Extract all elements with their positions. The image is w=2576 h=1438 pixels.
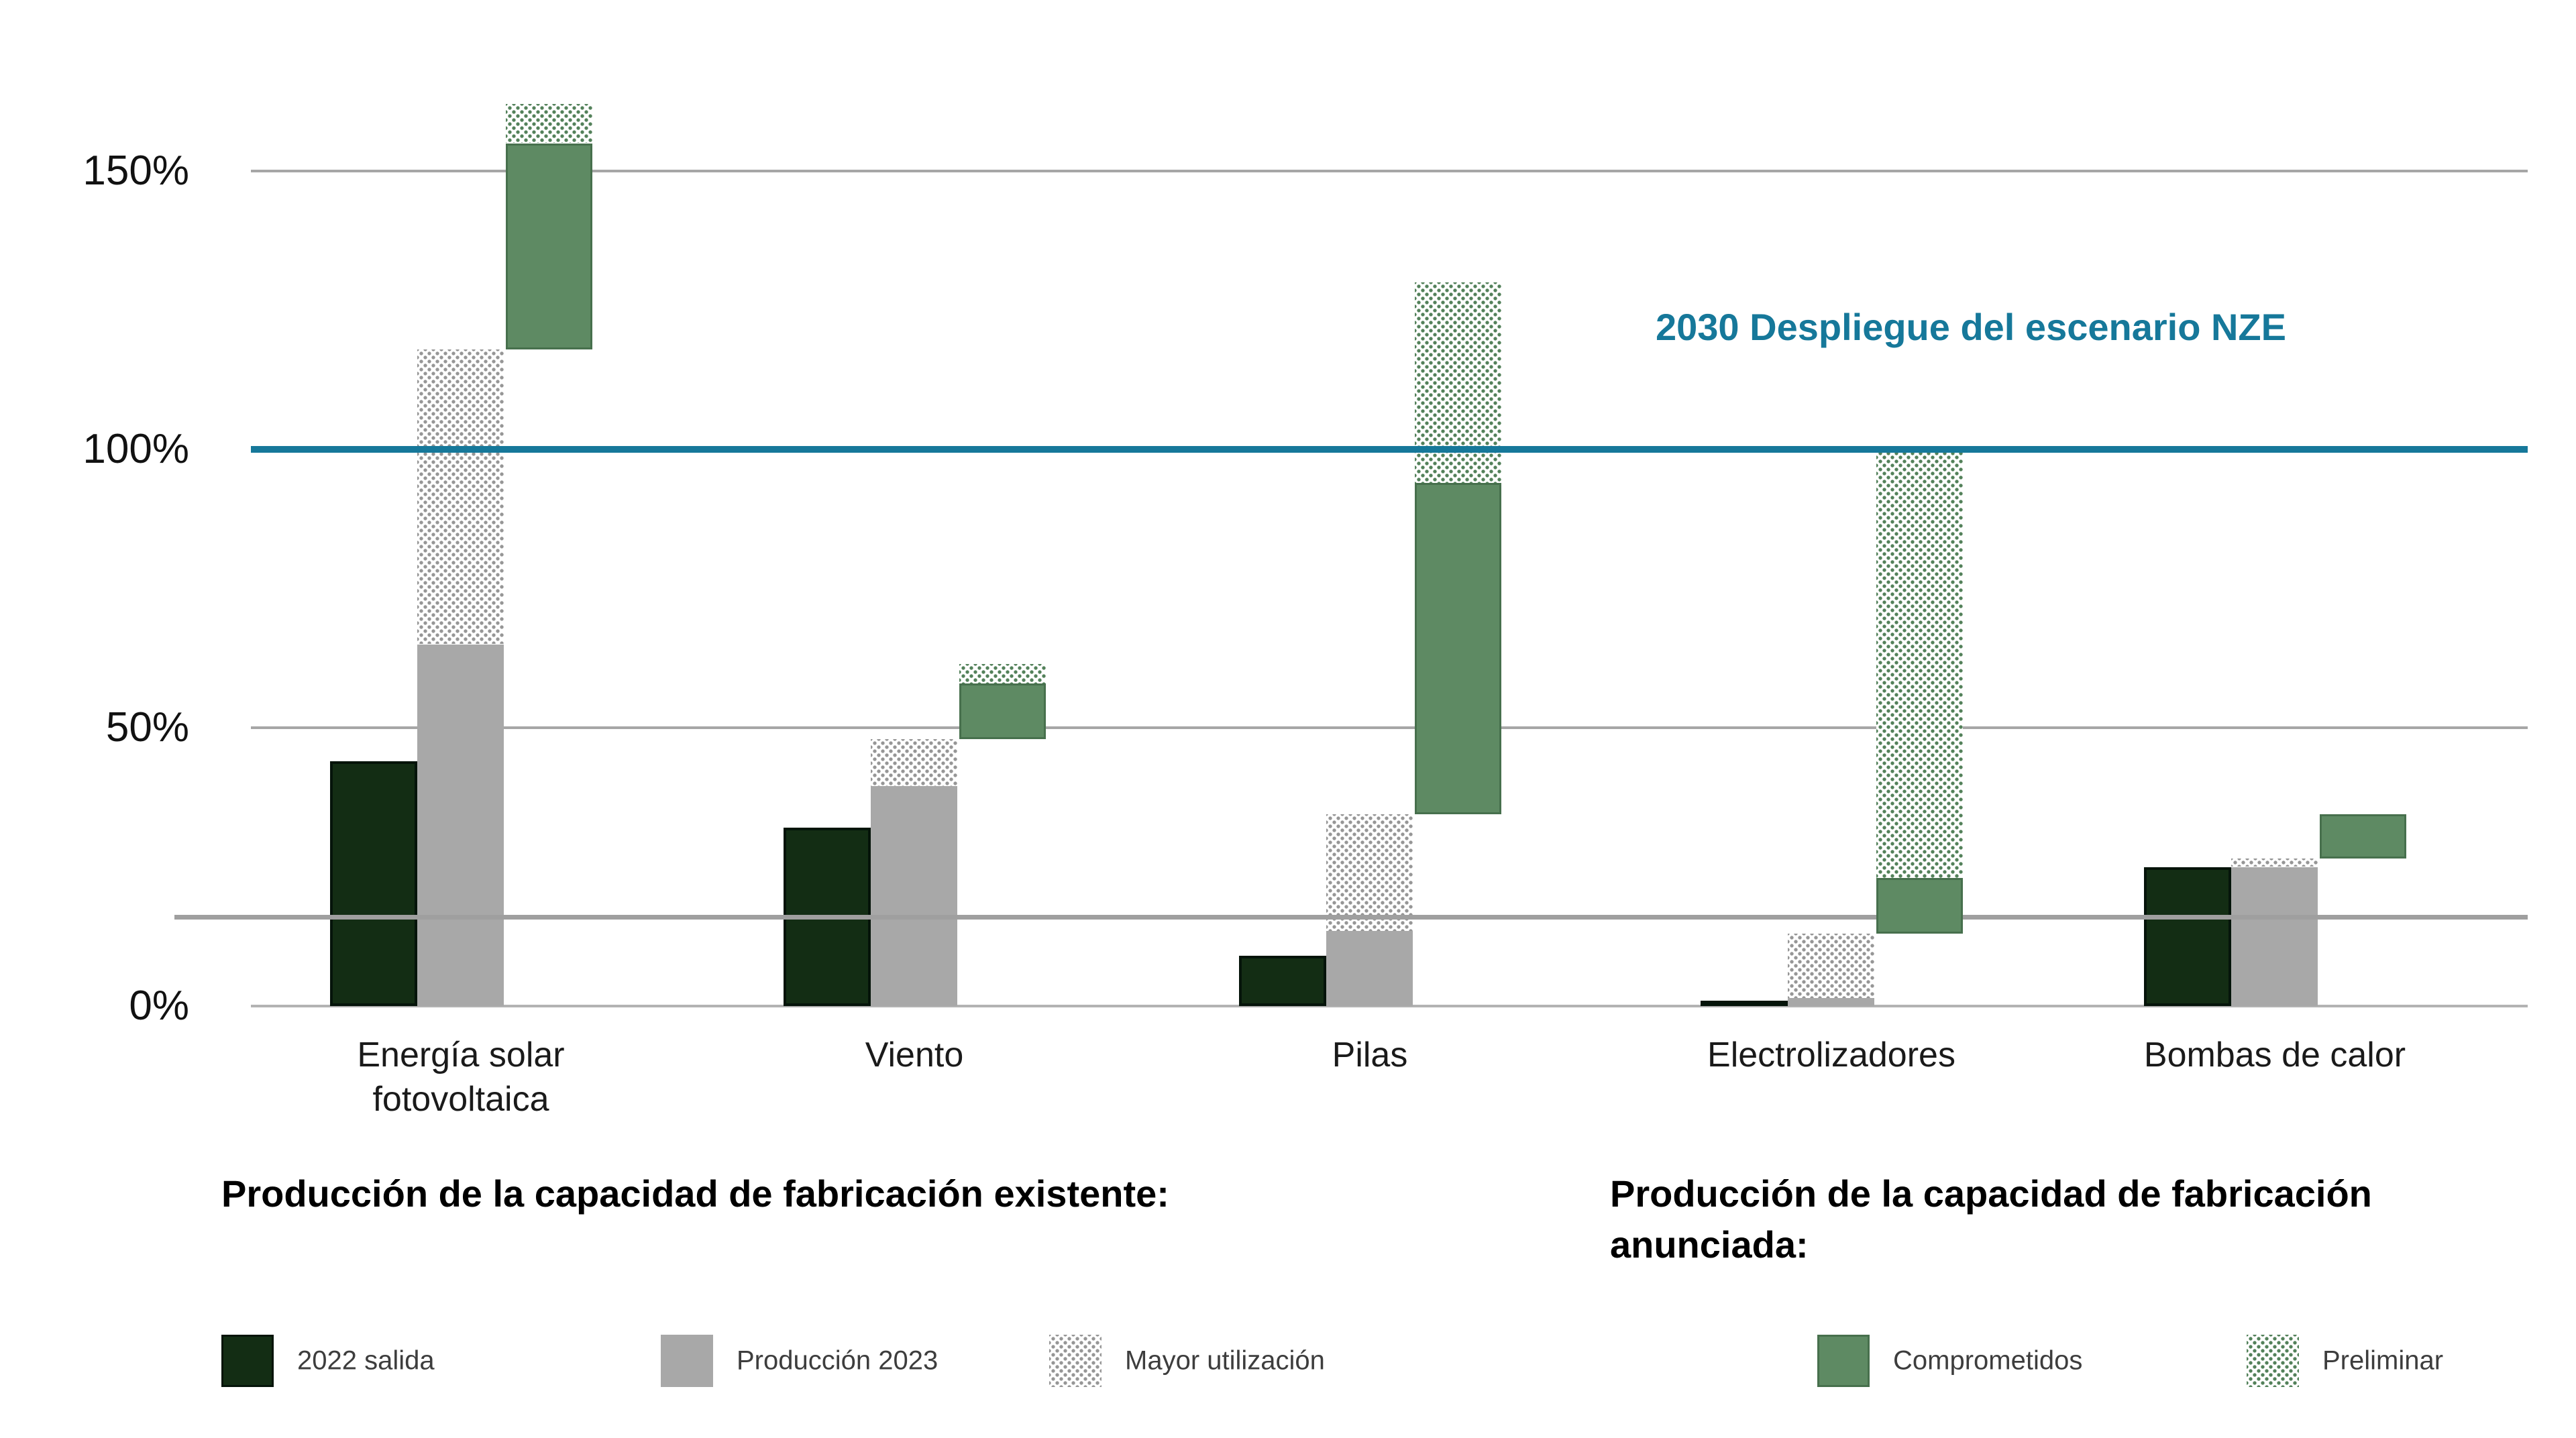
bar-bombas-de-calor-mayor-utilizacion (2231, 859, 2318, 867)
legend-swatch-comprometidos (1817, 1335, 1870, 1387)
legend-swatch-produccion-2023 (661, 1335, 713, 1387)
nze-scenario-line (251, 446, 2528, 453)
gridline-0pct (251, 1005, 2528, 1007)
legend-label-produccion-2023: Producción 2023 (737, 1345, 938, 1376)
x-axis-label-electrolizadores: Electrolizadores (1707, 1036, 1955, 1074)
legend-group-heading-existing: Producción de la capacidad de fabricació… (221, 1172, 1169, 1215)
bar-electrolizadores-2022-salida (1701, 1000, 1788, 1006)
minor-reference-line (174, 915, 2528, 920)
legend-swatch-mayor-utilizacion (1049, 1335, 1102, 1387)
bar-electrolizadores-produccion-2023 (1788, 997, 1874, 1006)
bar-viento-comprometidos (959, 683, 1046, 739)
bar-energia-solar-fotovoltaica-preliminar (506, 104, 592, 144)
bar-bombas-de-calor-produccion-2023 (2231, 867, 2318, 1006)
gridline-50pct (251, 726, 2528, 729)
bar-bombas-de-calor-comprometidos (2320, 814, 2406, 859)
bar-viento-produccion-2023 (871, 786, 957, 1006)
legend-swatch-preliminar (2247, 1335, 2299, 1387)
legend-swatch-2022-salida (221, 1335, 274, 1387)
bar-energia-solar-fotovoltaica-produccion-2023 (417, 644, 504, 1006)
bar-electrolizadores-mayor-utilizacion (1788, 934, 1874, 998)
gridline-150pct (251, 170, 2528, 172)
bar-pilas-mayor-utilizacion (1326, 814, 1413, 931)
bar-energia-solar-fotovoltaica-comprometidos (506, 143, 592, 349)
legend-label-mayor-utilizacion: Mayor utilización (1125, 1345, 1325, 1376)
bar-electrolizadores-preliminar (1876, 449, 1963, 879)
y-axis-tick-150pct: 150% (83, 148, 189, 194)
bar-electrolizadores-comprometidos (1876, 878, 1963, 934)
x-axis-label-viento: Viento (865, 1036, 964, 1074)
x-axis-label-energia-solar-fotovoltaica: Energía solar fotovoltaica (357, 1036, 565, 1119)
bar-bombas-de-calor-2022-salida (2144, 867, 2231, 1006)
bar-pilas-produccion-2023 (1326, 930, 1413, 1006)
x-axis-label-pilas: Pilas (1332, 1036, 1408, 1074)
legend-group-heading-announced: Producción de la capacidad de fabricació… (1610, 1172, 2372, 1266)
legend-label-2022-salida: 2022 salida (297, 1345, 435, 1376)
y-axis-tick-100pct: 100% (83, 426, 189, 472)
bar-viento-mayor-utilizacion (871, 738, 957, 787)
x-axis-label-bombas-de-calor: Bombas de calor (2143, 1036, 2406, 1074)
y-axis-tick-0pct: 0% (129, 983, 189, 1029)
y-axis-tick-50pct: 50% (105, 704, 189, 751)
bar-pilas-2022-salida (1239, 956, 1326, 1006)
legend-label-preliminar: Preliminar (2322, 1345, 2444, 1376)
legend-label-comprometidos: Comprometidos (1893, 1345, 2083, 1376)
plot-area: 0% 50% 100% 150% Energía solar fotovoltaica V… (83, 104, 2528, 1119)
nze-reference-line-label: 2030 Despliegue del escenario NZE (1656, 306, 2286, 348)
bar-energia-solar-fotovoltaica-2022-salida (330, 761, 417, 1006)
bar-viento-preliminar (959, 663, 1046, 683)
bar-energia-solar-fotovoltaica-mayor-utilizacion (417, 349, 504, 645)
bar-pilas-comprometidos (1415, 482, 1501, 814)
